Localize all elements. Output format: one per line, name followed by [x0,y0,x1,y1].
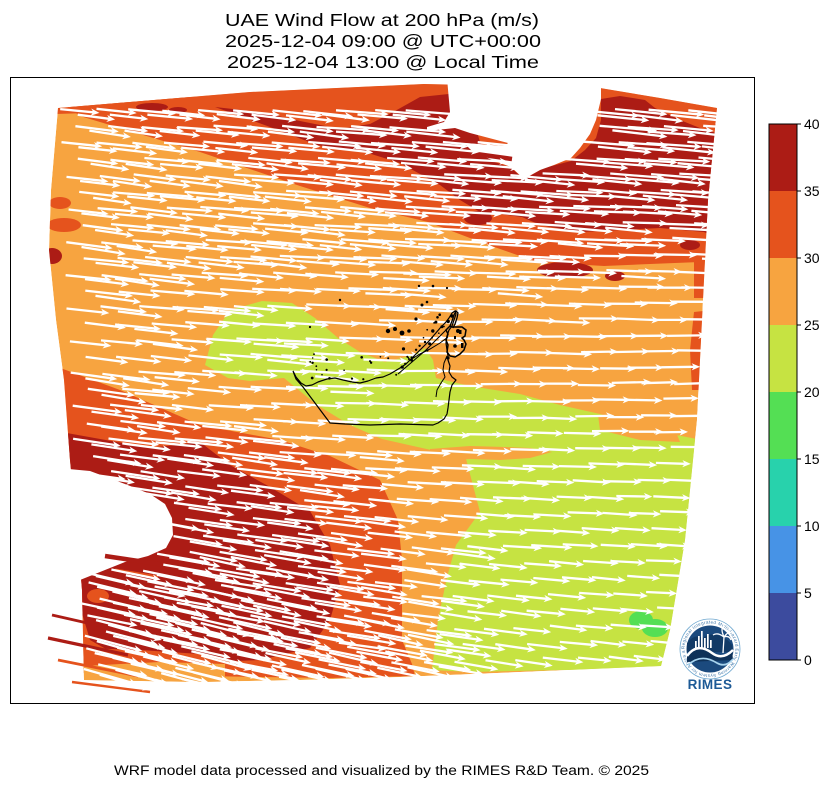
svg-text:5: 5 [804,585,812,601]
svg-text:10: 10 [804,518,820,534]
svg-text:2025-12-04 13:00 @ Local Time: 2025-12-04 13:00 @ Local Time [227,52,539,72]
svg-text:15: 15 [804,451,820,467]
svg-text:RIMES: RIMES [688,677,733,692]
svg-text:2025-12-04 09:00 @ UTC+00:00: 2025-12-04 09:00 @ UTC+00:00 [225,31,541,51]
svg-text:WRF model data processed and v: WRF model data processed and visualized … [114,763,649,778]
svg-text:0: 0 [804,652,812,668]
svg-text:35: 35 [804,183,820,199]
svg-text:30: 30 [804,250,820,266]
svg-text:25: 25 [804,317,820,333]
svg-text:UAE Wind Flow at 200 hPa (m/s): UAE Wind Flow at 200 hPa (m/s) [225,10,539,30]
svg-text:40: 40 [804,116,820,132]
svg-text:20: 20 [804,384,820,400]
